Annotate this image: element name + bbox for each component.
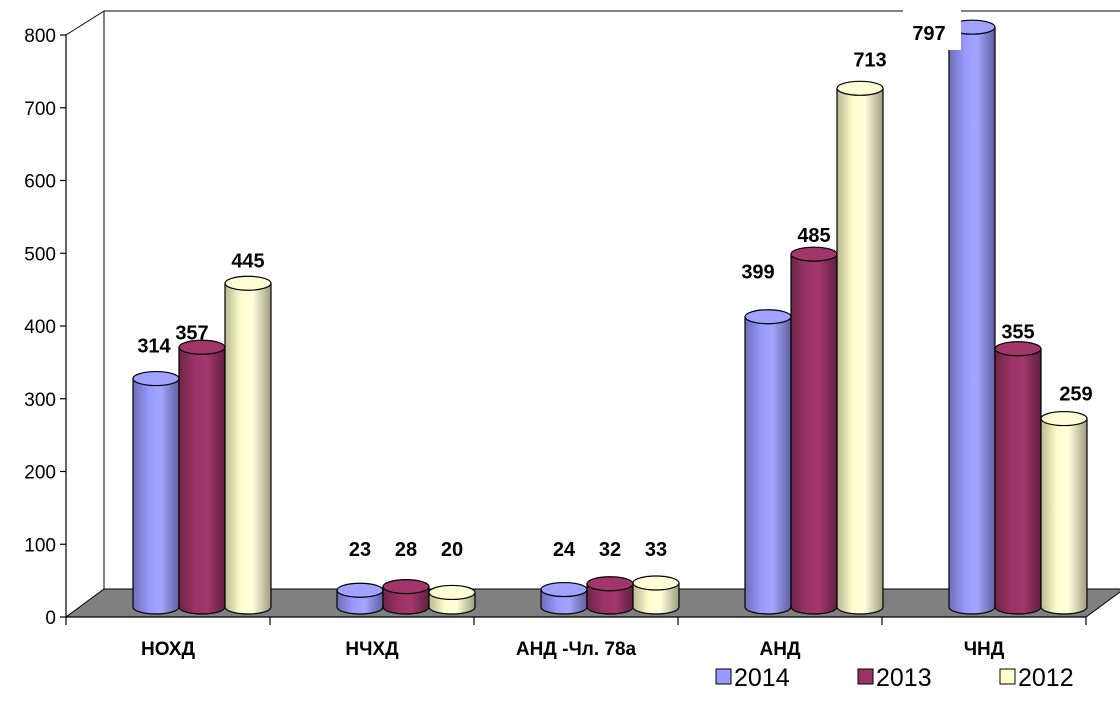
bar-2012-2 <box>632 575 680 615</box>
data-label-2012-3: 713 <box>853 49 886 71</box>
data-label-2014-3: 399 <box>741 262 774 284</box>
bars <box>132 19 1088 615</box>
y-tick-label-300: 300 <box>24 390 56 411</box>
bar-body-2012-2 <box>632 582 680 615</box>
y-tick-label-400: 400 <box>24 317 56 338</box>
bar-cap-2012-0 <box>224 275 272 291</box>
bar-2013-2 <box>586 576 634 615</box>
bar-body-2014-3 <box>744 316 792 615</box>
bar-cap-2014-2 <box>540 581 588 598</box>
bar-cap-2013-4 <box>994 341 1042 357</box>
legend-label-2012: 2012 <box>1018 664 1074 692</box>
bar-body-2013-4 <box>994 348 1042 615</box>
data-label-2012-1: 20 <box>441 539 463 561</box>
bar-2013-0 <box>178 339 226 615</box>
data-label-2013-0: 357 <box>175 322 208 344</box>
legend-item-2014: 2014 <box>715 664 790 692</box>
bar-body-2013-0 <box>178 346 226 615</box>
bar-cap-2013-2 <box>586 576 634 592</box>
legend-label-2014: 2014 <box>734 664 790 692</box>
bar-2012-3 <box>836 80 884 615</box>
data-label-bg <box>903 10 961 50</box>
data-label-2014-4: 797 <box>912 23 945 45</box>
x-tick-label-0: НОХД <box>141 639 195 660</box>
bar-body-2013-3 <box>790 253 838 615</box>
data-label-2012-2: 33 <box>645 539 667 561</box>
bar-2012-1 <box>428 584 476 615</box>
y-tick-label-700: 700 <box>24 99 56 120</box>
bar-2013-1 <box>382 579 430 615</box>
axes: 0 100 200 300 400 500 600 700 800 НОХД НЧХД АНД -Чл… <box>24 26 1087 660</box>
bar-2014-1 <box>336 582 384 615</box>
bar-cap-2012-4 <box>1040 410 1088 427</box>
data-label-2013-4: 355 <box>1001 322 1034 344</box>
legend-swatch-2014 <box>715 668 732 685</box>
bar-cap-2012-2 <box>632 575 680 591</box>
bar-2014-2 <box>540 581 588 615</box>
bar-cap-2013-1 <box>382 579 430 595</box>
x-tick-label-1: НЧХД <box>345 639 399 660</box>
bar-body-2012-0 <box>224 282 272 615</box>
bar-2013-4 <box>994 341 1042 615</box>
bar-body-2012-4 <box>1040 417 1088 615</box>
legend: 2014 2013 2012 <box>715 664 1074 692</box>
data-label-2014-0: 314 <box>137 336 171 358</box>
bar-body-2014-0 <box>132 377 180 615</box>
x-tick-label-3: АНД <box>760 639 801 660</box>
data-label-2014-1: 23 <box>349 539 371 561</box>
y-tick-label-800: 800 <box>24 26 56 47</box>
bar-cap-2012-1 <box>428 584 476 601</box>
legend-swatch-2013 <box>857 668 874 685</box>
bar-cap-2014-0 <box>132 370 180 387</box>
data-label-2013-1: 28 <box>395 539 417 561</box>
y-tick-label-200: 200 <box>24 463 56 484</box>
bar-body-2014-4 <box>948 26 996 615</box>
bar-cap-2014-3 <box>744 309 792 325</box>
legend-swatch-2012 <box>999 668 1016 685</box>
bar-2012-4 <box>1040 410 1088 615</box>
x-tick-label-2: АНД -Чл. 78а <box>516 639 637 660</box>
y-tick-label-0: 0 <box>45 608 56 629</box>
legend-item-2012: 2012 <box>999 664 1074 692</box>
y-tick-label-500: 500 <box>24 244 56 265</box>
bar-2013-3 <box>790 246 838 615</box>
bar-2014-0 <box>132 370 180 615</box>
bar-cap-2013-3 <box>790 246 838 262</box>
bar-2014-3 <box>744 309 792 615</box>
x-tick-label-4: ЧНД <box>964 639 1005 660</box>
legend-item-2013: 2013 <box>857 664 932 692</box>
bar-cap-2012-3 <box>836 80 884 96</box>
bar-2012-0 <box>224 275 272 615</box>
bar-2014-4 <box>948 19 996 615</box>
bar-cap-2014-1 <box>336 582 384 598</box>
bar-body-2012-3 <box>836 87 884 615</box>
data-label-2013-2: 32 <box>599 539 621 561</box>
data-label-2012-0: 445 <box>231 250 264 272</box>
data-label-2012-4: 259 <box>1059 384 1092 406</box>
legend-label-2013: 2013 <box>876 664 932 692</box>
y-tick-label-100: 100 <box>24 535 56 556</box>
side-wall-top-edge <box>65 10 105 36</box>
data-label-2013-3: 485 <box>797 225 830 247</box>
y-tick-label-600: 600 <box>24 172 56 193</box>
data-label-2014-2: 24 <box>553 539 576 561</box>
